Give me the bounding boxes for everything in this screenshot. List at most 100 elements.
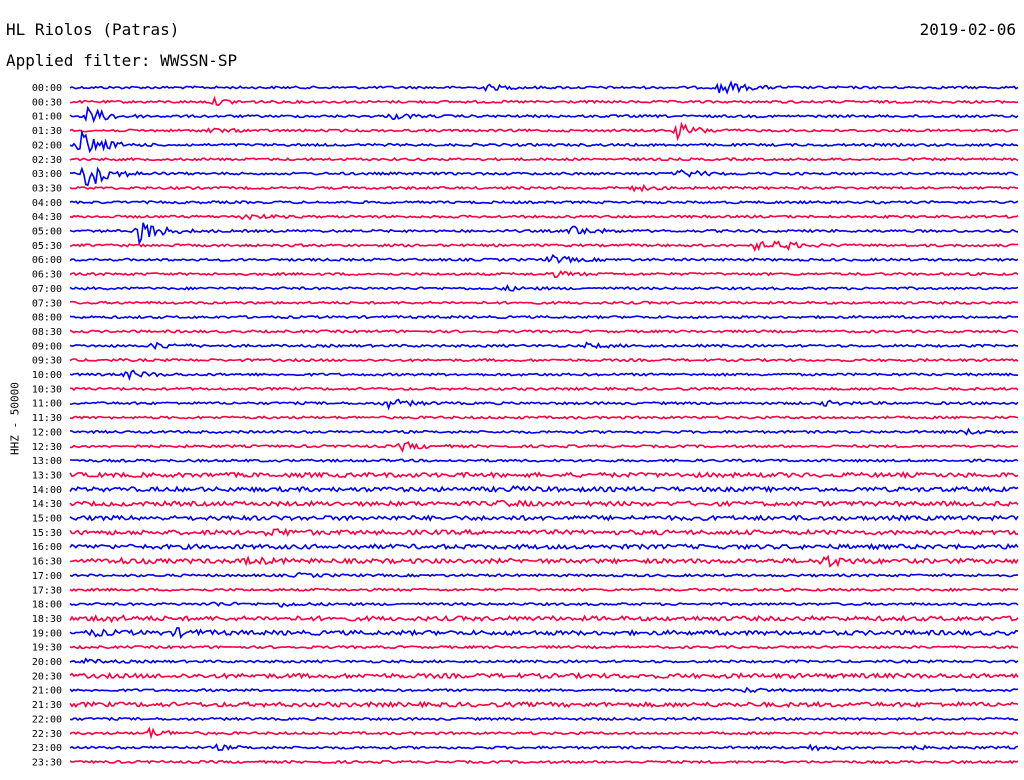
trace-row-2130: [69, 700, 1019, 709]
row-time-label: 11:00: [32, 399, 62, 410]
trace-row-0400: [69, 200, 1019, 205]
trace-row-0530: [69, 240, 1019, 253]
row-time-label: 23:00: [32, 743, 62, 754]
row-time-label: 06:00: [32, 255, 62, 266]
row-time-label: 18:00: [32, 600, 62, 611]
trace-row-0200: [69, 129, 1019, 154]
row-time-label: 21:30: [32, 700, 62, 711]
trace-row-2300: [69, 743, 1019, 752]
trace-row-0630: [69, 270, 1019, 279]
trace-row-0830: [69, 329, 1019, 334]
row-time-label: 02:30: [32, 155, 62, 166]
trace-row-1430: [69, 499, 1019, 508]
trace-row-2200: [69, 716, 1019, 722]
row-time-label: 07:00: [32, 284, 62, 295]
row-time-label: 10:00: [32, 370, 62, 381]
row-time-label: 01:00: [32, 112, 62, 123]
row-time-label: 05:00: [32, 227, 62, 238]
date-label: 2019-02-06: [919, 20, 1016, 39]
row-time-label: 17:30: [32, 585, 62, 596]
row-time-label: 22:00: [32, 714, 62, 725]
row-time-label: 16:30: [32, 557, 62, 568]
trace-row-1330: [69, 471, 1019, 479]
trace-row-1100: [69, 398, 1019, 411]
trace-row-1200: [69, 427, 1019, 436]
trace-row-1930: [69, 644, 1019, 650]
trace-row-0800: [69, 314, 1018, 320]
trace-row-1800: [69, 601, 1019, 608]
trace-row-1700: [69, 571, 1019, 579]
trace-row-2000: [69, 657, 1019, 665]
trace-row-1130: [69, 415, 1019, 420]
row-time-label: 06:30: [32, 270, 62, 281]
trace-row-0100: [69, 105, 1019, 124]
trace-row-1900: [69, 627, 1019, 640]
trace-row-0030: [70, 95, 1019, 107]
trace-row-1630: [69, 554, 1019, 568]
row-time-label: 16:00: [32, 542, 62, 553]
trace-row-1730: [69, 587, 1019, 593]
row-time-label: 14:30: [32, 499, 62, 510]
trace-row-0600: [69, 253, 1019, 264]
row-time-label: 11:30: [32, 413, 62, 424]
trace-row-0000: [69, 80, 1019, 95]
trace-row-2230: [69, 726, 1019, 740]
filter-label: Applied filter: WWSSN-SP: [6, 51, 238, 70]
row-time-label: 08:30: [32, 327, 62, 338]
trace-row-1400: [69, 485, 1019, 494]
row-time-label: 00:30: [32, 97, 62, 108]
row-time-label: 01:30: [32, 126, 62, 137]
row-time-label: 05:30: [32, 241, 62, 252]
trace-row-1830: [69, 614, 1019, 624]
row-time-label: 09:30: [32, 356, 62, 367]
trace-row-1000: [69, 369, 1019, 382]
row-time-label: 03:00: [32, 169, 62, 180]
trace-row-2030: [69, 671, 1019, 680]
trace-row-0930: [69, 357, 1019, 363]
trace-row-0330: [69, 183, 1018, 193]
row-time-label: 02:00: [32, 140, 62, 151]
trace-row-1230: [69, 441, 1019, 453]
trace-row-1500: [69, 514, 1019, 522]
row-time-label: 22:30: [32, 729, 62, 740]
row-time-label: 00:00: [32, 83, 62, 94]
row-time-label: 13:00: [32, 456, 62, 467]
trace-row-0300: [69, 166, 1019, 187]
row-time-label: 04:00: [32, 198, 62, 209]
trace-row-0700: [69, 284, 1019, 292]
row-time-label: 20:00: [32, 657, 62, 668]
row-time-label: 20:30: [32, 671, 62, 682]
trace-row-2330: [69, 759, 1019, 765]
trace-row-2100: [69, 686, 1019, 694]
trace-row-1030: [69, 386, 1019, 392]
trace-row-0500: [69, 222, 1019, 246]
row-time-label: 09:00: [32, 341, 62, 352]
row-time-label: 07:30: [32, 298, 62, 309]
trace-row-0230: [69, 156, 1019, 162]
row-time-label: 10:30: [32, 384, 62, 395]
trace-row-1600: [69, 542, 1019, 551]
row-time-label: 04:30: [32, 212, 62, 223]
row-time-label: 19:30: [32, 643, 62, 654]
trace-row-0130: [69, 121, 1019, 142]
row-time-label: 17:00: [32, 571, 62, 582]
trace-row-0900: [69, 341, 1019, 351]
trace-row-1300: [69, 458, 1019, 463]
trace-row-1530: [69, 527, 1019, 538]
row-time-label: 14:00: [32, 485, 62, 496]
row-time-label: 08:00: [32, 313, 62, 324]
station-title: HL Riolos (Patras): [6, 20, 180, 39]
row-time-label: 23:30: [32, 757, 62, 768]
row-time-label: 12:30: [32, 442, 62, 453]
row-time-label: 15:00: [32, 514, 62, 525]
row-time-label: 12:00: [32, 427, 62, 438]
trace-row-0730: [69, 300, 1019, 306]
trace-row-0430: [69, 213, 1019, 221]
row-time-label: 21:00: [32, 686, 62, 697]
row-time-label: 03:30: [32, 183, 62, 194]
row-time-label: 18:30: [32, 614, 62, 625]
row-time-label: 13:30: [32, 470, 62, 481]
row-time-label: 15:30: [32, 528, 62, 539]
row-time-label: 19:00: [32, 628, 62, 639]
